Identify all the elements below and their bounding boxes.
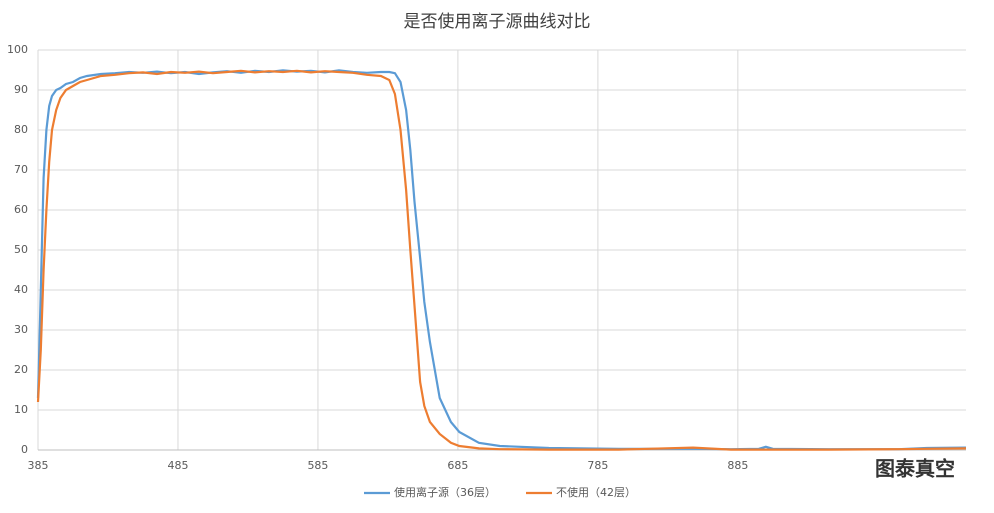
- y-tick-label: 40: [14, 283, 28, 296]
- x-tick-label: 685: [447, 459, 468, 472]
- y-tick-label: 70: [14, 163, 28, 176]
- x-tick-label: 485: [167, 459, 188, 472]
- y-tick-label: 50: [14, 243, 28, 256]
- x-tick-label: 585: [307, 459, 328, 472]
- chart-title: 是否使用离子源曲线对比: [404, 11, 591, 32]
- y-tick-label: 100: [7, 43, 28, 56]
- y-tick-label: 10: [14, 403, 28, 416]
- series-line: [36, 69, 967, 451]
- watermark: 图泰真空: [875, 457, 955, 481]
- legend-label: 使用离子源（36层）: [394, 485, 496, 499]
- y-tick-label: 90: [14, 83, 28, 96]
- x-tick-label: 885: [727, 459, 748, 472]
- x-tick-label: 385: [28, 459, 49, 472]
- series-line: [36, 69, 967, 451]
- y-tick-label: 30: [14, 323, 28, 336]
- x-tick-label: 785: [587, 459, 608, 472]
- y-tick-label: 60: [14, 203, 28, 216]
- y-tick-label: 80: [14, 123, 28, 136]
- legend-label: 不使用（42层）: [556, 486, 636, 499]
- y-tick-label: 20: [14, 363, 28, 376]
- y-tick-label: 0: [21, 443, 28, 456]
